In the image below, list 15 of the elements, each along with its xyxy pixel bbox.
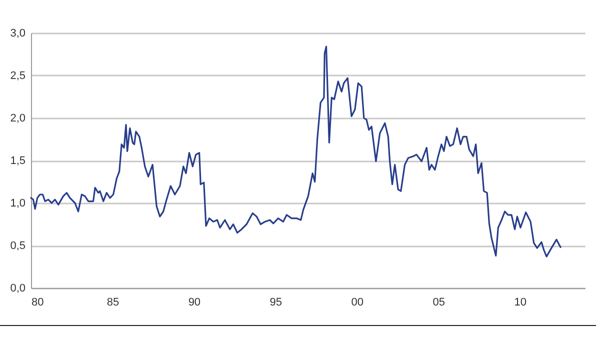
x-tick-label: 95 [270, 296, 282, 308]
y-tick-label: 2,0 [10, 112, 26, 124]
x-tick-label: 85 [106, 296, 120, 308]
y-tick-label: 3,0 [10, 28, 26, 40]
x-tick-label: 00 [351, 296, 364, 308]
y-tick-label: 1,5 [10, 155, 26, 167]
y-tick-label: 1,0 [10, 198, 26, 210]
line-series [30, 46, 562, 258]
x-tick-label: 90 [188, 296, 201, 308]
x-tick-label: 80 [32, 296, 44, 308]
y-tick-label: 0,0 [10, 282, 26, 294]
x-tick-label: 05 [432, 296, 445, 308]
y-tick-label: 2,5 [10, 70, 26, 82]
x-tick-label: 10 [514, 296, 526, 308]
y-tick-label: 0,5 [10, 240, 26, 252]
